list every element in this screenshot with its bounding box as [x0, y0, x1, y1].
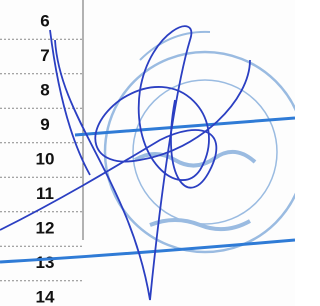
row-number: 11	[36, 184, 54, 203]
row-number: 10	[36, 149, 55, 168]
page: 67891011121314 (() => { const data = JSO…	[0, 0, 320, 306]
row-number: 9	[40, 115, 49, 134]
row-number: 6	[40, 11, 49, 30]
document: 6 7 8 9 10 11 12 13 14	[0, 0, 295, 306]
row-number: 14	[36, 287, 55, 306]
row-number: 13	[36, 253, 55, 272]
row-number: 8	[40, 80, 49, 99]
row-number: 12	[36, 218, 55, 237]
row-number: 7	[40, 46, 49, 65]
